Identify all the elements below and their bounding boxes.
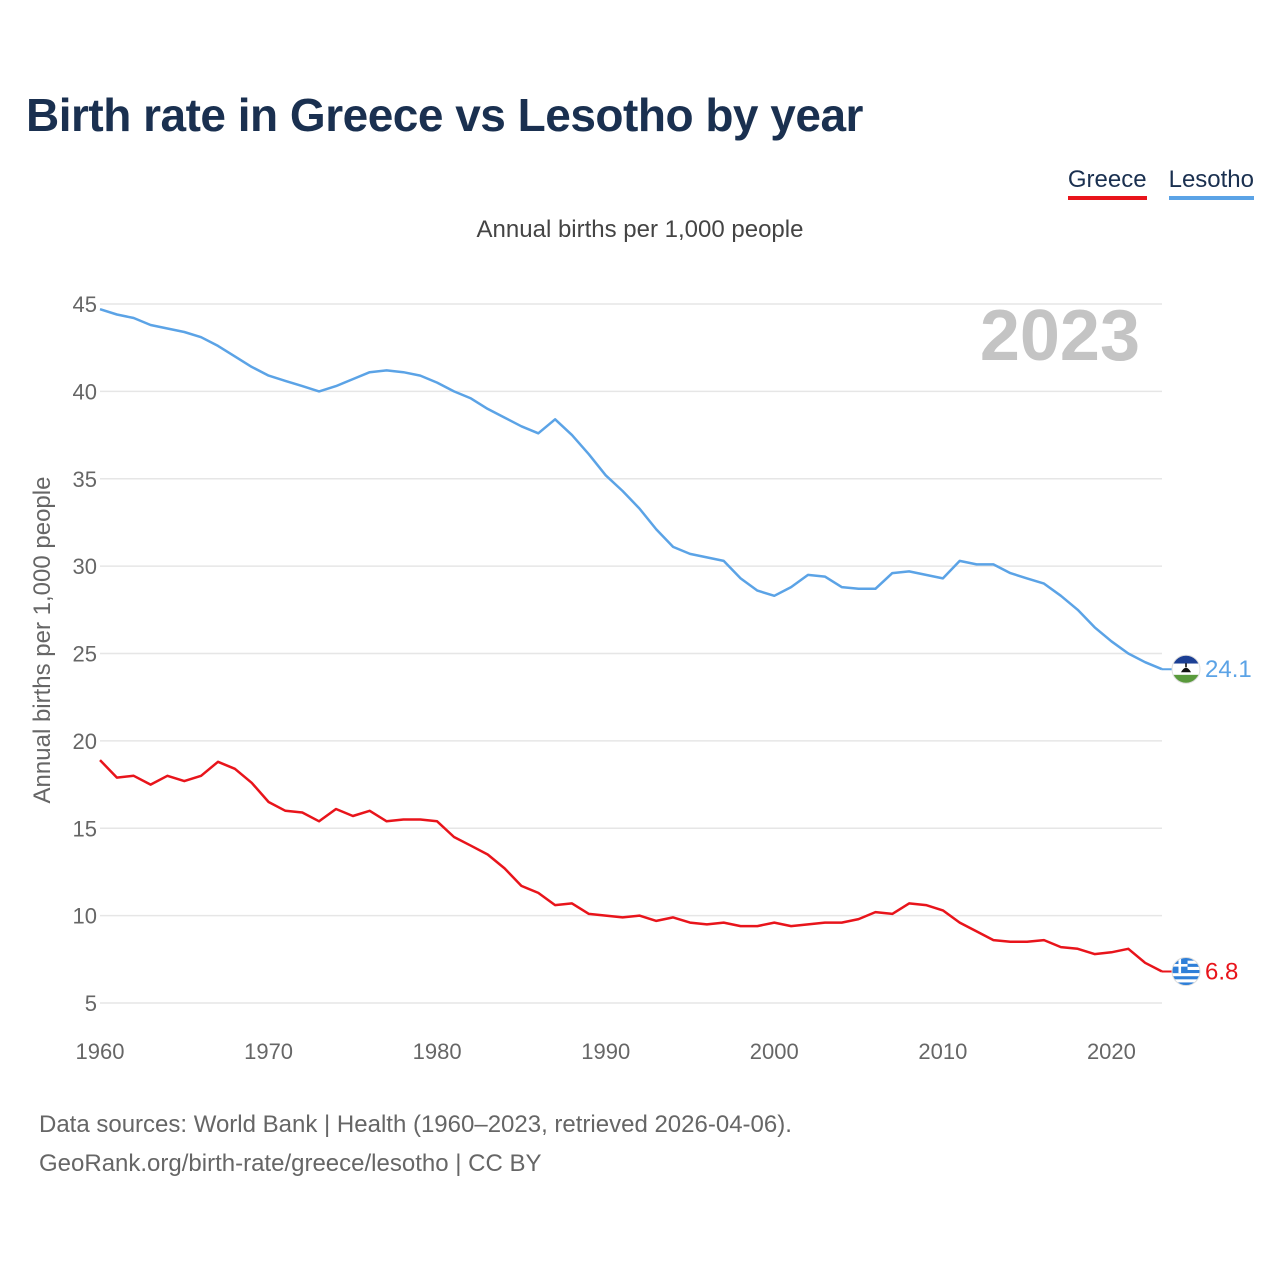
x-tick-label-1980: 1980 [413,1039,462,1064]
greece-flag-icon [1171,957,1201,987]
current-year-label: 2023 [980,296,1140,376]
y-tick-label-45: 45 [73,292,97,317]
series-lines [99,308,1163,973]
footer-attribution: GeoRank.org/birth-rate/greece/lesotho | … [39,1150,542,1177]
legend: Greece Lesotho [1067,166,1254,200]
x-tick-label-2010: 2010 [918,1039,967,1064]
y-tick-label-40: 40 [73,379,97,404]
grid-lines [100,303,1162,1004]
footer: Data sources: World Bank | Health (1960–… [39,1105,792,1183]
x-tick-label-1970: 1970 [244,1039,293,1064]
end-value-label-lesotho: 24.1 [1205,656,1252,683]
x-tick-label-1960: 1960 [76,1039,125,1064]
chart-title: Birth rate in Greece vs Lesotho by year [26,89,863,141]
y-tick-label-5: 5 [85,991,97,1016]
y-tick-label-30: 30 [73,554,97,579]
y-tick-label-20: 20 [73,729,97,754]
y-tick-label-15: 15 [73,816,97,841]
y-axis-ticks: 5 10 15 20 25 30 35 40 45 [73,292,97,1016]
x-axis-ticks: 1960 1970 1980 1990 2000 2010 2020 [76,1039,1136,1064]
y-axis-title: Annual births per 1,000 people [29,477,56,804]
series-line-lesotho[interactable] [99,308,1163,671]
chart-subtitle: Annual births per 1,000 people [476,216,804,243]
y-tick-label-25: 25 [73,642,97,667]
end-value-label-greece: 6.8 [1205,959,1238,986]
x-tick-label-2020: 2020 [1087,1039,1136,1064]
legend-item-lesotho[interactable]: Lesotho [1168,166,1254,200]
y-tick-label-10: 10 [73,904,97,929]
y-tick-label-35: 35 [73,467,97,492]
x-tick-label-1990: 1990 [581,1039,630,1064]
series-line-greece[interactable] [99,759,1163,973]
legend-item-greece[interactable]: Greece [1067,166,1147,200]
lesotho-flag-icon [1171,654,1201,684]
footer-sources: Data sources: World Bank | Health (1960–… [39,1111,792,1138]
series-endpoints: 6.8 24.1 [1162,654,1252,987]
x-tick-label-2000: 2000 [750,1039,799,1064]
